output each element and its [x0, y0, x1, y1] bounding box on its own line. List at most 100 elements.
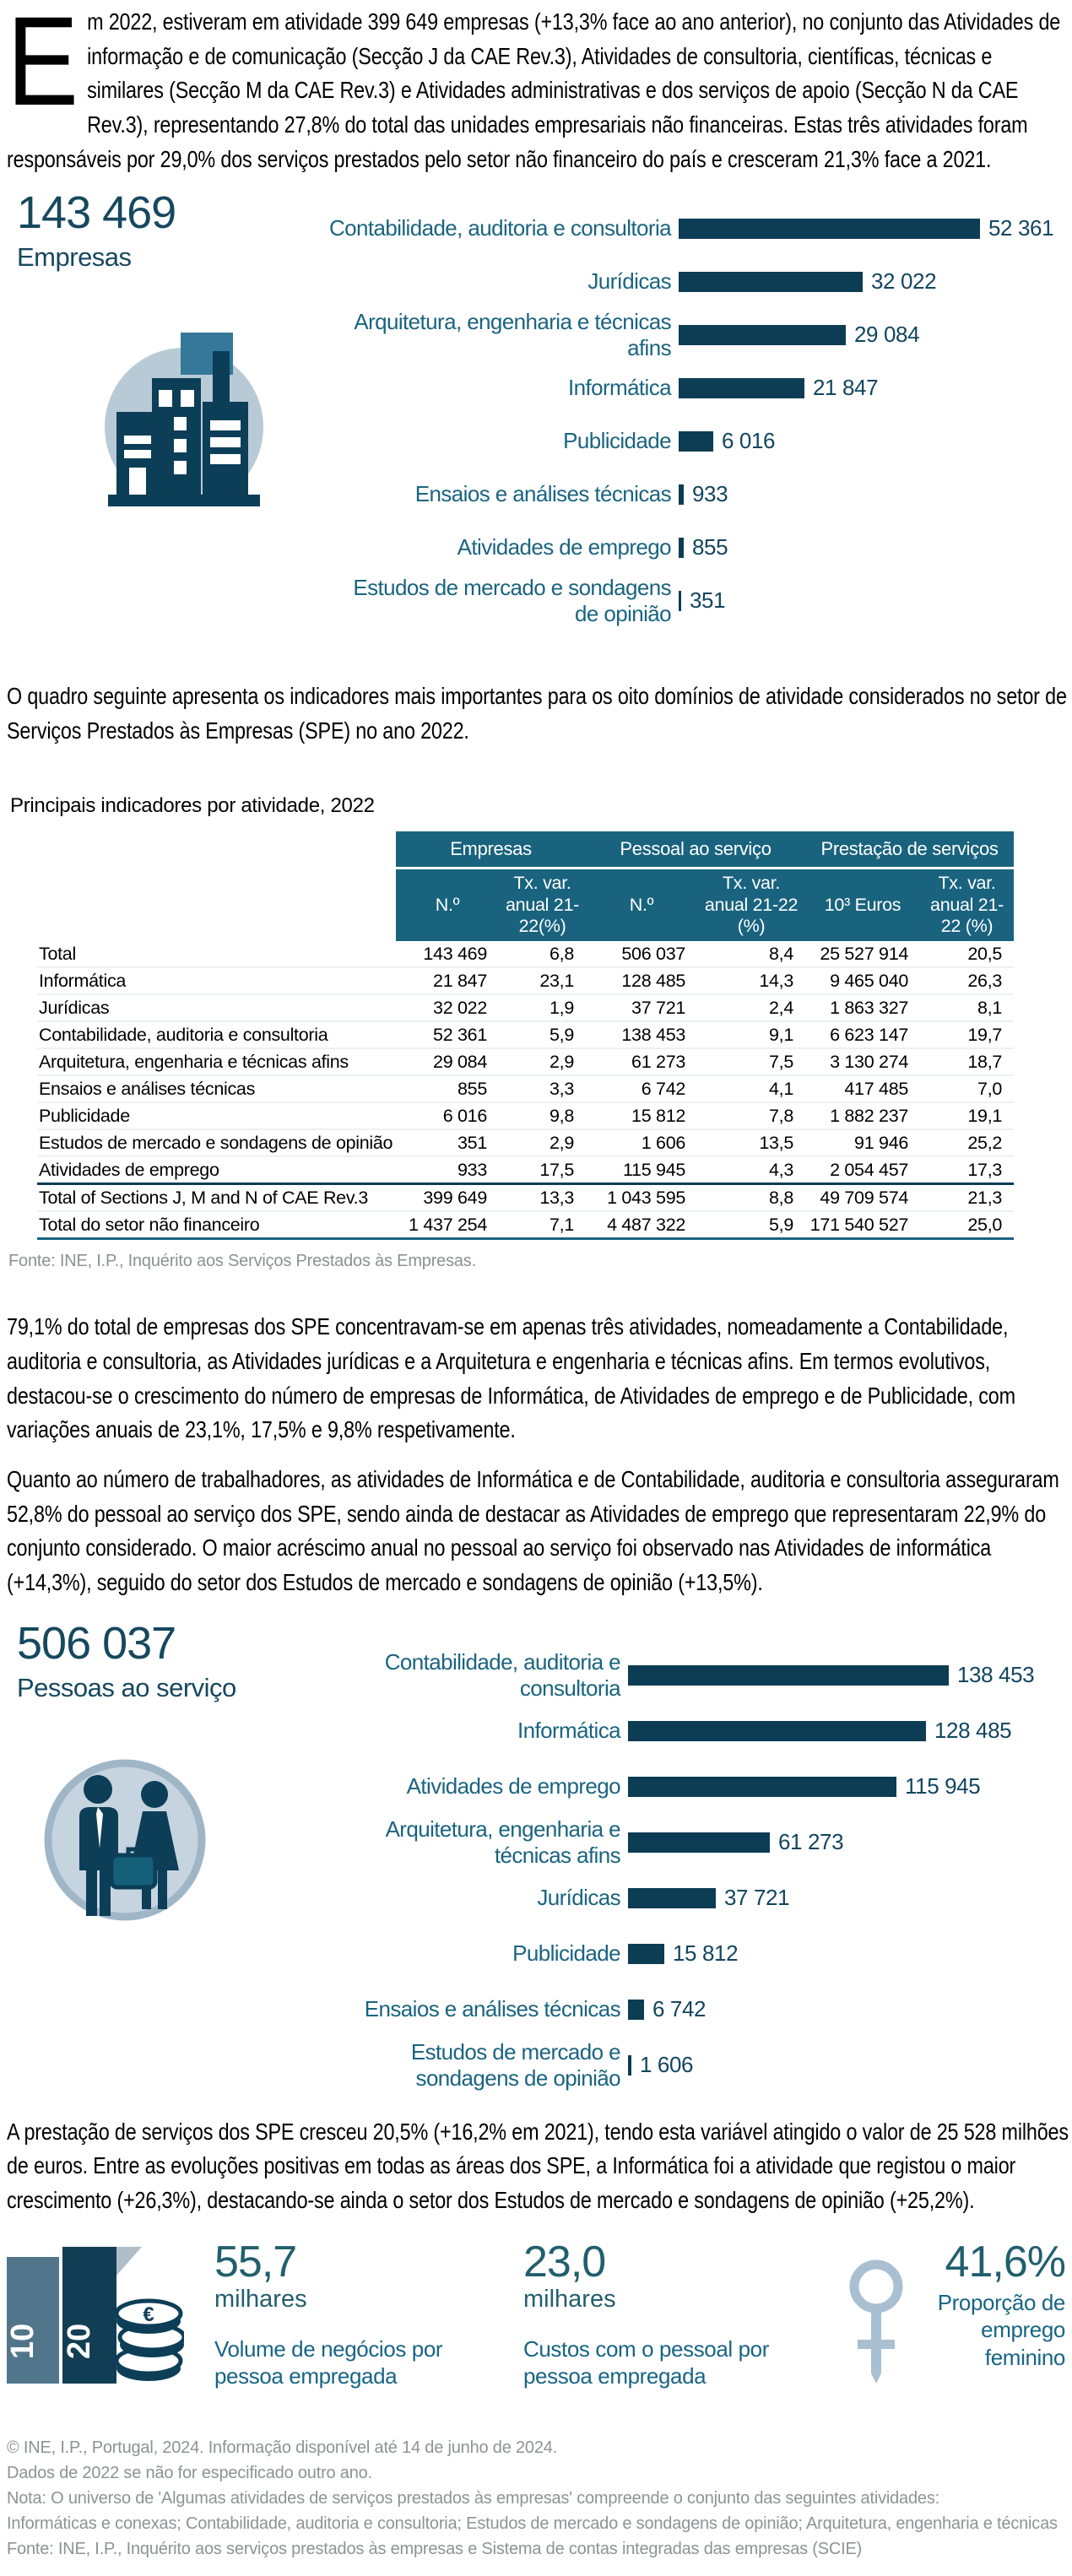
table-cell: 29 084: [396, 1048, 499, 1077]
paragraph-791: 79,1% do total de empresas dos SPE conce…: [7, 1313, 1015, 1443]
chart-row: Atividades de emprego 115 945: [325, 1759, 1065, 1815]
table-cell: 417 485: [805, 1075, 921, 1104]
table-cell: 6 016: [396, 1102, 499, 1131]
chart-category-label: Arquitetura, engenharia e técnicas afins: [385, 1816, 621, 1868]
table-corner-cell: [37, 868, 396, 941]
empresas-label: Empresas: [17, 242, 132, 273]
chart-value-label: 32 022: [871, 268, 937, 295]
table-cell: 32 022: [396, 994, 499, 1023]
table-cell: 8,1: [920, 994, 1015, 1023]
table-cell: 19,1: [920, 1102, 1015, 1131]
chart-value-label: 21 847: [813, 375, 879, 401]
pessoas-section: 506 037 Pessoas ao serviço Contabilidade…: [7, 1615, 1065, 2093]
table-row-label: Total do setor não financeiro: [37, 1211, 396, 1241]
table-cell: 14,3: [697, 967, 806, 996]
table-cell: 4,1: [697, 1075, 806, 1104]
table-cell: 18,7: [920, 1048, 1015, 1077]
chart-value-label: 1 606: [640, 2052, 694, 2078]
footnote-line: Nota: O universo de 'Algumas atividades …: [7, 2488, 939, 2508]
table-cell: 49 709 574: [805, 1182, 921, 1213]
table-cell: 7,8: [697, 1102, 806, 1131]
chart-bar: [679, 590, 681, 611]
chart-bar: [679, 377, 804, 398]
table-cell: 4,3: [697, 1156, 806, 1185]
table-cell: 25 527 914: [805, 941, 921, 969]
chart-value-label: 6 016: [722, 428, 776, 454]
table-cell: 115 945: [586, 1156, 698, 1185]
chart-value-label: 29 084: [854, 322, 920, 348]
table-cell: 1 437 254: [396, 1211, 499, 1241]
table-cell: 171 540 527: [805, 1211, 921, 1241]
table-cell: 399 649: [396, 1182, 499, 1213]
table-cell: 7,0: [920, 1075, 1015, 1104]
chart-row: Contabilidade, auditoria e consultoria 52…: [325, 202, 1065, 255]
chart-value-label: 128 485: [934, 1718, 1012, 1744]
table-cell: 13,3: [499, 1182, 587, 1213]
chart-bar: [628, 1776, 896, 1797]
table-cell: 138 453: [586, 1021, 698, 1050]
indicator-caption: Volume de negócios por pessoa empregada: [214, 2335, 443, 2389]
table-cell: 15 812: [586, 1102, 698, 1131]
footnotes: © INE, I.P., Portugal, 2024. Informação …: [7, 2438, 1065, 2559]
chart-bar: [679, 484, 684, 505]
table-cell: 91 946: [805, 1129, 921, 1158]
table-cell: 13,5: [697, 1129, 806, 1158]
chart-category-label: Estudos de mercado e sondagens de opiniã…: [410, 2038, 621, 2091]
table-row-label: Ensaios e análises técnicas: [37, 1075, 396, 1104]
table-cell: 1 863 327: [805, 994, 921, 1023]
svg-text:20: 20: [62, 2324, 97, 2359]
indicator-unit: milhares: [523, 2285, 616, 2313]
quadro-paragraph: O quadro seguinte apresenta os indicador…: [7, 683, 1067, 744]
chart-bar: [628, 2054, 631, 2075]
chart-category-label: Jurídicas: [537, 1885, 620, 1911]
table-row: Contabilidade, auditoria e consultoria 52…: [37, 1021, 1015, 1050]
table-cell: 9 465 040: [805, 967, 921, 996]
table-cell: 2,4: [697, 994, 806, 1023]
chart-row: Publicidade 15 812: [325, 1926, 1065, 1982]
buildings-icon: [100, 329, 325, 512]
indicator-custos-pessoal: 23,0 milhares Custos com o pessoal por p…: [523, 2240, 802, 2390]
chart-value-label: 15 812: [673, 1940, 739, 1967]
table-row-label: Arquitetura, engenharia e técnicas afins: [37, 1048, 396, 1077]
table-row: Arquitetura, engenharia e técnicas afins…: [37, 1048, 1015, 1077]
indicator-volume-negocios: 55,7 milhares Volume de negócios por pes…: [214, 2240, 493, 2390]
analysis-paragraphs: 79,1% do total de empresas dos SPE conce…: [7, 1310, 1065, 1600]
chart-row: Arquitetura, engenharia e técnicas afins…: [325, 1815, 1065, 1870]
table-cell: 25,0: [920, 1211, 1015, 1241]
table-cell: 2,9: [499, 1129, 587, 1158]
empresas-bar-chart: Contabilidade, auditoria e consultoria 52…: [325, 202, 1065, 627]
chart-row: Ensaios e análises técnicas 6 742: [325, 1982, 1065, 2038]
paragraph-prestacao: A prestação de serviços dos SPE cresceu …: [7, 2118, 1069, 2214]
table-cell: 8,4: [697, 941, 806, 969]
footnote-line: Dados de 2022 se não for especificado ou…: [7, 2463, 372, 2482]
table-header: Empresas Pessoal ao serviço Prestação de…: [37, 831, 1015, 942]
svg-text:10: 10: [7, 2324, 41, 2359]
table-cell: 351: [396, 1129, 499, 1158]
indicators-table: Empresas Pessoal ao serviço Prestação de…: [37, 831, 1015, 1241]
table-cell: 25,2: [920, 1129, 1015, 1158]
chart-bar: [628, 1887, 716, 1908]
footnote-line: © INE, I.P., Portugal, 2024. Informação …: [7, 2438, 558, 2457]
chart-category-label: Contabilidade, auditoria e consultoria: [328, 215, 672, 241]
chart-row: Estudos de mercado e sondagens de opiniã…: [325, 574, 1065, 627]
pessoas-bar-chart: Contabilidade, auditoria e consultoria 13…: [325, 1648, 1065, 2093]
table-cell: 933: [396, 1156, 499, 1185]
table-cell: 1 043 595: [586, 1182, 698, 1213]
chart-category-label: Estudos de mercado e sondagens de opiniã…: [353, 574, 671, 626]
chart-value-label: 933: [692, 481, 728, 507]
table-cell: 5,9: [697, 1211, 806, 1241]
indicator-value: 41,6%: [945, 2237, 1066, 2286]
blank-placeholder-box: [7, 279, 155, 325]
footnote-line: Informáticas e conexas; Contabilidade, a…: [7, 2514, 1058, 2533]
subheader-n: N.º: [586, 868, 698, 942]
paragraph-quanto: Quanto ao número de trabalhadores, as at…: [7, 1465, 1059, 1596]
table-row-label: Estudos de mercado e sondagens de opiniã…: [37, 1129, 396, 1158]
empresas-left-column: 143 469 Empresas: [7, 185, 325, 627]
indicator-value: 23,0: [523, 2237, 606, 2286]
chart-row: Informática 21 847: [325, 361, 1065, 414]
footnote-line: Fonte: INE, I.P., Inquérito aos serviços…: [7, 2539, 863, 2558]
table-cell: 1 882 237: [805, 1102, 921, 1131]
chart-row: Ensaios e análises técnicas 933: [325, 468, 1065, 521]
chart-bar: [679, 218, 980, 239]
